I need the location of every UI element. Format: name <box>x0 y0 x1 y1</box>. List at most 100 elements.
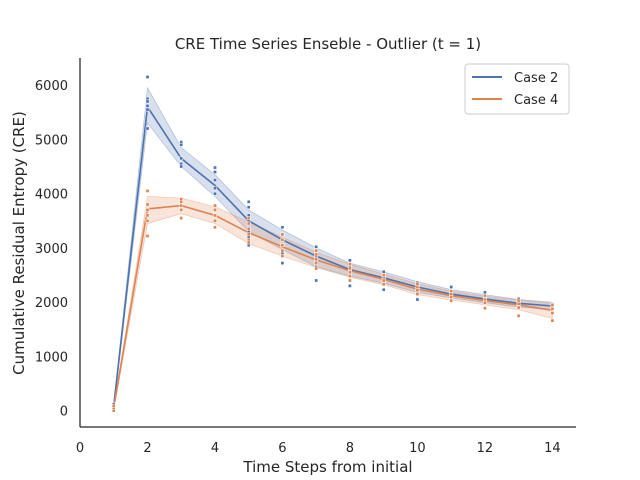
data-point-case-2 <box>213 165 217 170</box>
data-point-case-4 <box>550 306 555 311</box>
data-point-case-4 <box>246 232 251 237</box>
data-point-case-2 <box>314 278 319 283</box>
x-tick-labels: 0 2 4 6 8 10 12 14 <box>76 441 561 456</box>
data-point-case-4 <box>483 293 487 298</box>
ci-band-case-4 <box>113 195 553 410</box>
series-line-case-2 <box>112 104 553 407</box>
data-point-case-4 <box>179 203 184 208</box>
data-point-case-2 <box>449 285 454 289</box>
data-point-case-2 <box>280 225 285 230</box>
x-tick-label: 10 <box>409 441 426 456</box>
data-point-case-4 <box>179 199 184 204</box>
data-point-case-2 <box>145 99 150 104</box>
legend-label-case-4: Case 4 <box>514 93 558 108</box>
data-point-case-4 <box>415 282 420 287</box>
data-point-case-4 <box>348 266 352 271</box>
data-point-case-2 <box>314 244 319 249</box>
confidence-bands <box>113 86 553 410</box>
data-point-case-2 <box>381 287 386 292</box>
y-axis-label: Cumulative Residual Entropy (CRE) <box>10 111 28 375</box>
legend: Case 2 Case 4 <box>464 63 570 115</box>
data-point-case-4 <box>415 292 420 296</box>
data-point-case-4 <box>213 203 217 208</box>
data-point-case-4 <box>280 232 285 237</box>
y-tick-label: 1000 <box>35 351 68 366</box>
x-tick-label: 14 <box>544 441 561 456</box>
data-point-case-4 <box>314 252 319 257</box>
legend-label-case-2: Case 2 <box>514 71 558 86</box>
data-point-case-4 <box>145 189 150 193</box>
data-point-case-4 <box>145 213 150 218</box>
data-point-case-4 <box>246 240 251 245</box>
data-point-case-2 <box>179 156 184 161</box>
y-tick-labels: 0 1000 2000 3000 4000 5000 6000 <box>35 79 68 420</box>
data-point-case-4 <box>381 282 386 287</box>
data-point-case-4 <box>246 216 251 220</box>
data-point-case-4 <box>449 294 454 299</box>
data-point-case-2 <box>415 297 420 302</box>
data-point-case-4 <box>213 213 217 218</box>
data-point-case-2 <box>348 284 352 288</box>
data-point-case-2 <box>381 269 386 274</box>
ci-band-case-2 <box>113 86 553 409</box>
data-point-case-4 <box>348 262 352 267</box>
data-point-case-2 <box>348 258 352 263</box>
data-point-case-4 <box>516 305 521 310</box>
data-point-case-4 <box>348 278 352 283</box>
data-point-case-2 <box>246 199 251 204</box>
data-point-case-4 <box>314 248 319 253</box>
x-tick-label: 8 <box>346 441 354 456</box>
data-point-case-4 <box>483 300 487 305</box>
data-point-case-4 <box>246 221 251 226</box>
data-point-case-2 <box>483 290 487 295</box>
data-point-case-4 <box>145 218 150 223</box>
y-tick-label: 6000 <box>35 79 68 94</box>
x-tick-label: 2 <box>143 441 151 456</box>
y-tick-label: 3000 <box>35 242 68 257</box>
data-point-case-4 <box>246 227 251 231</box>
data-point-case-2 <box>145 126 150 131</box>
series-line-case-4 <box>112 204 553 409</box>
y-tick-label: 4000 <box>35 188 68 203</box>
data-point-case-4 <box>280 254 285 258</box>
data-point-case-4 <box>280 248 285 253</box>
data-point-case-4 <box>516 301 521 306</box>
data-point-case-4 <box>314 261 319 265</box>
data-point-case-4 <box>550 311 555 315</box>
data-point-case-4 <box>280 243 285 248</box>
data-point-case-2 <box>213 178 217 182</box>
data-point-case-2 <box>179 164 184 169</box>
data-point-case-2 <box>179 142 184 147</box>
data-point-case-4 <box>111 403 116 408</box>
x-tick-label: 12 <box>477 441 494 456</box>
data-point-case-2 <box>145 75 150 79</box>
data-point-case-2 <box>145 103 150 108</box>
x-tick-label: 6 <box>278 441 286 456</box>
data-point-case-2 <box>213 186 217 191</box>
data-point-case-4 <box>145 202 150 207</box>
data-point-case-4 <box>280 237 285 242</box>
data-point-case-4 <box>145 234 150 238</box>
x-axis-label: Time Steps from initial <box>242 458 412 476</box>
data-point-case-4 <box>516 298 521 303</box>
data-point-case-4 <box>348 274 352 278</box>
series-points <box>111 75 555 413</box>
data-point-case-4 <box>179 216 184 220</box>
data-point-case-2 <box>246 205 251 210</box>
y-tick-label: 2000 <box>35 296 68 311</box>
data-point-case-4 <box>213 218 217 223</box>
data-point-case-2 <box>280 261 285 265</box>
data-point-case-4 <box>213 225 217 230</box>
data-point-case-4 <box>550 303 555 307</box>
y-tick-label: 0 <box>60 405 68 420</box>
data-point-case-4 <box>179 208 184 212</box>
data-point-case-4 <box>145 208 150 212</box>
data-point-case-4 <box>381 278 386 283</box>
data-point-case-2 <box>213 170 217 174</box>
series-lines <box>112 104 553 409</box>
data-point-case-4 <box>449 298 454 303</box>
data-point-case-4 <box>483 297 487 302</box>
data-point-case-2 <box>145 107 150 112</box>
data-point-case-4 <box>213 208 217 212</box>
